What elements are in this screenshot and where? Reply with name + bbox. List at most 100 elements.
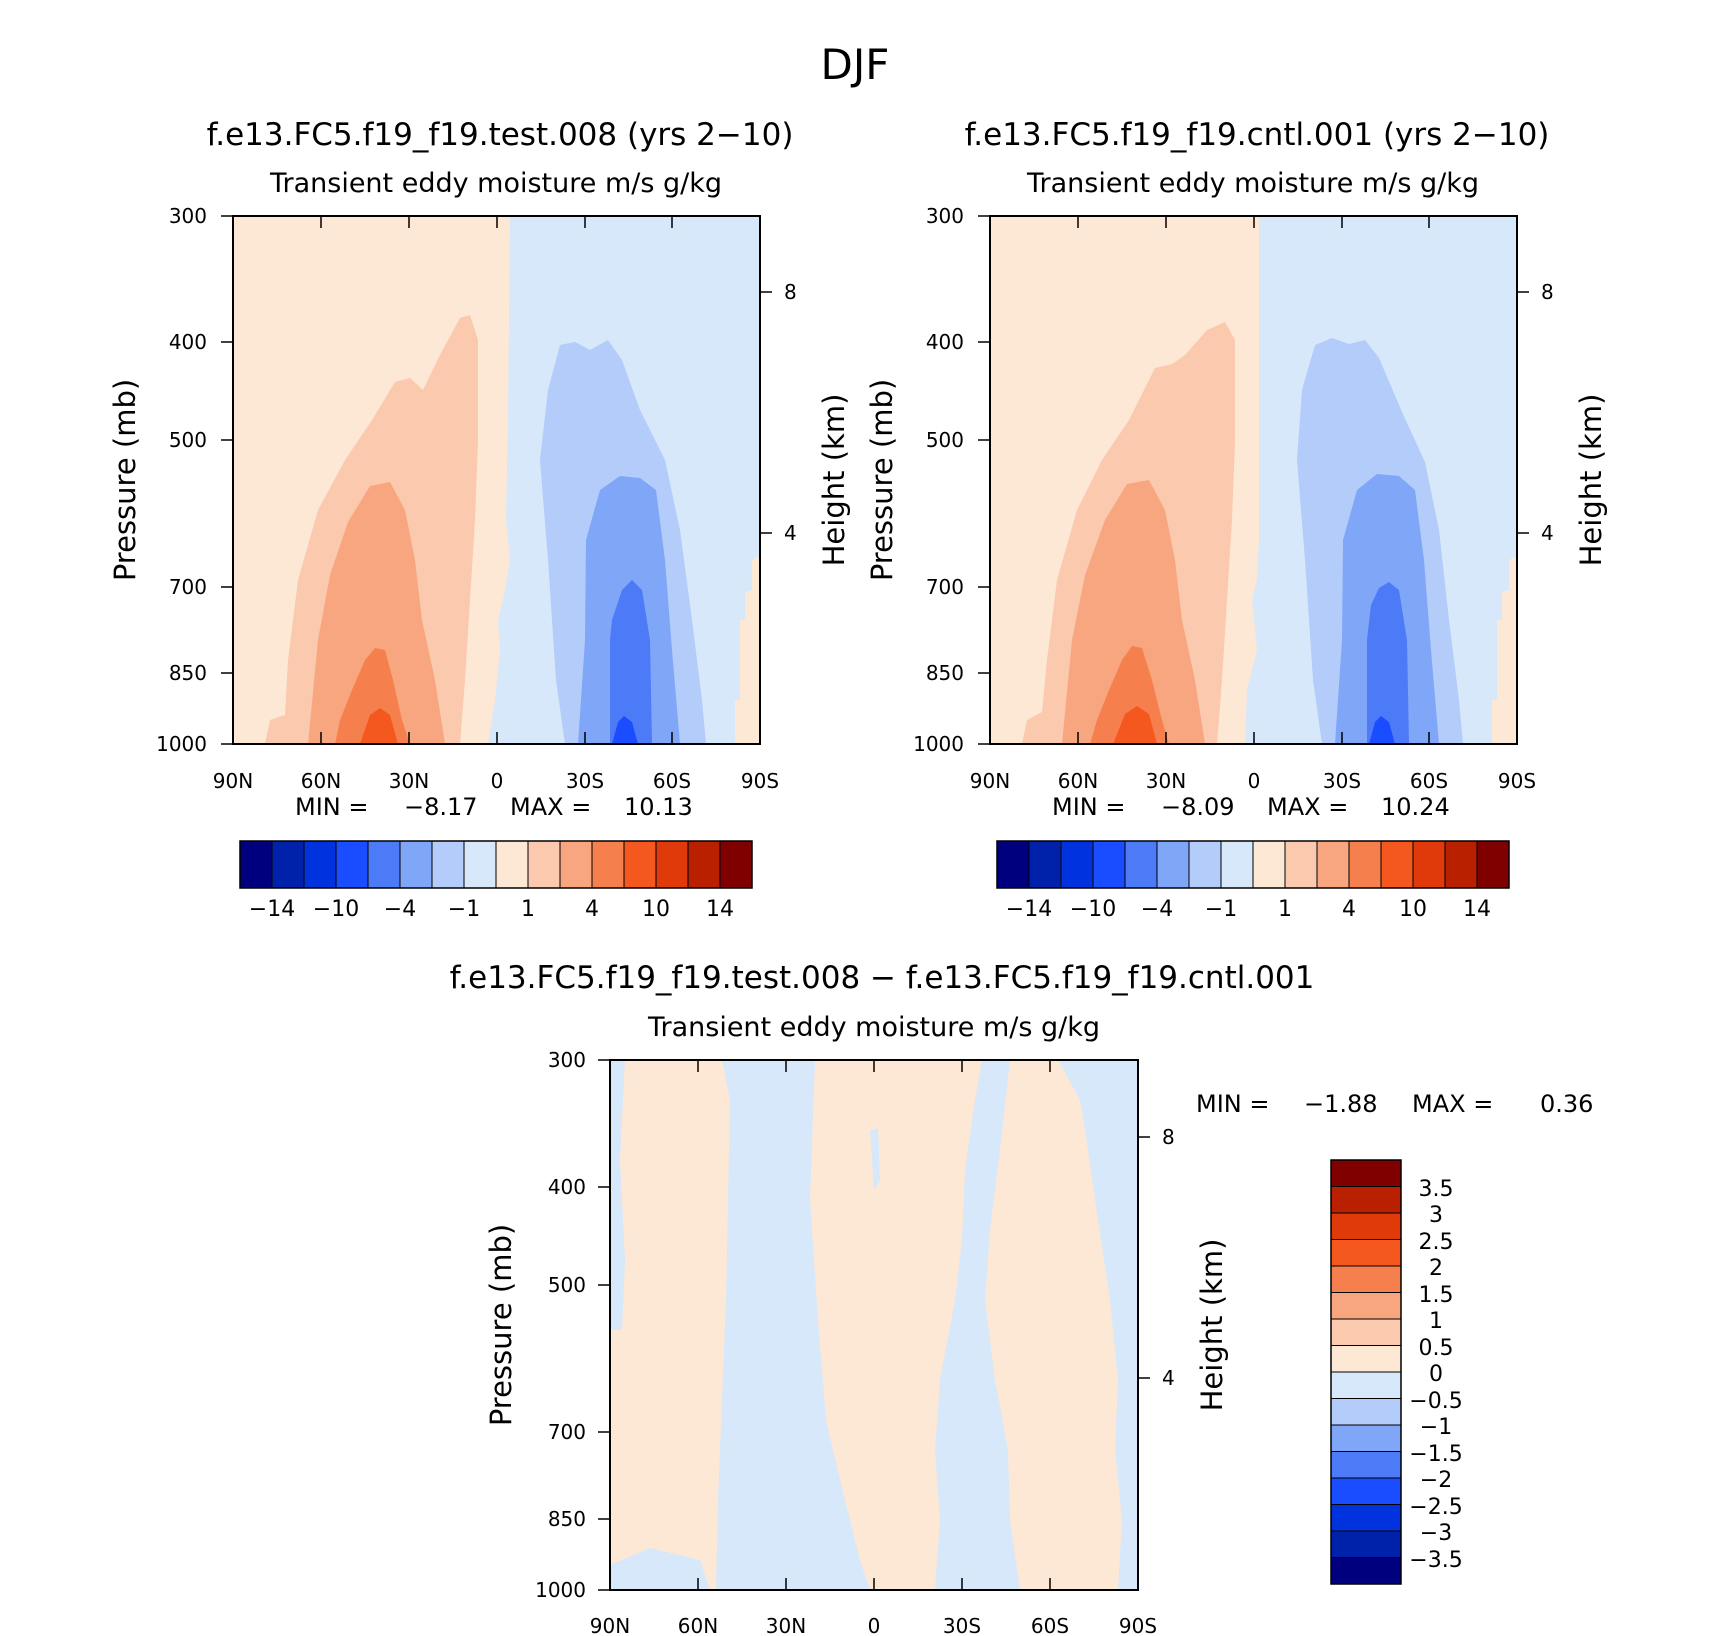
- pos-contour-4: [1113, 706, 1157, 744]
- colorbar: 3.5 3 2.5 2 1.5 1 0.5 0 −0.5 −1 −1.5 −2 …: [1330, 1159, 1463, 1585]
- colorbar-label: −4: [384, 897, 416, 922]
- y-tick-label: 400: [169, 330, 207, 354]
- colorbar-swatch: [1330, 1424, 1402, 1452]
- colorbar-swatch: [1330, 1212, 1402, 1240]
- colorbar-swatch: [335, 840, 369, 889]
- panel-title: f.e13.FC5.f19_f19.cntl.001 (yrs 2−10): [965, 117, 1550, 153]
- colorbar-swatch: [1330, 1398, 1402, 1426]
- colorbar-swatch: [1316, 840, 1350, 889]
- y-tick-label: 300: [169, 204, 207, 228]
- panel-cntl: f.e13.FC5.f19_f19.cntl.001 (yrs 2−10) Tr…: [865, 117, 1608, 922]
- neg-band: [1058, 1060, 1138, 1590]
- x-tick-label: 60S: [653, 769, 691, 793]
- max-label: MAX =: [1412, 1090, 1493, 1118]
- min-label: MIN =: [1196, 1090, 1269, 1118]
- y2-axis-label: Height (km): [1574, 394, 1608, 567]
- max-value: 0.36: [1540, 1090, 1593, 1118]
- colorbar-swatch: [1092, 840, 1126, 889]
- x-tick-label: 0: [491, 769, 504, 793]
- y2-axis-label: Height (km): [1195, 1239, 1229, 1412]
- min-value: −1.88: [1304, 1090, 1378, 1118]
- colorbar-swatch: [1330, 1265, 1402, 1293]
- colorbar-label: −1: [1205, 897, 1237, 922]
- x-tick-label: 0: [1248, 769, 1261, 793]
- colorbar-swatch: [1284, 840, 1318, 889]
- x-tick-label: 30S: [1323, 769, 1361, 793]
- colorbar-swatch: [591, 840, 625, 889]
- x-axis: 90N 60N 30N 0 30S 60S 90S: [970, 216, 1536, 793]
- colorbar-label: −1.5: [1409, 1442, 1462, 1467]
- colorbar-swatch: [1330, 1451, 1402, 1479]
- colorbar-swatch: [1330, 1239, 1402, 1267]
- colorbar-swatch: [996, 840, 1030, 889]
- colorbar-swatch: [527, 840, 561, 889]
- y-tick-label: 1000: [156, 732, 207, 756]
- colorbar-label: 3: [1429, 1203, 1443, 1228]
- stats-line: MIN = −8.17 MAX = 10.13: [295, 793, 693, 821]
- colorbar-swatch: [655, 840, 689, 889]
- x-tick-label: 90N: [590, 1614, 630, 1636]
- panel-subtitle: Transient eddy moisture m/s g/kg: [269, 168, 722, 199]
- colorbar-swatch: [687, 840, 721, 889]
- min-value: −8.09: [1161, 793, 1235, 821]
- colorbar-swatch: [1330, 1186, 1402, 1214]
- y-axis-label: Pressure (mb): [865, 379, 899, 581]
- colorbar-swatch: [1330, 1292, 1402, 1320]
- colorbar-swatch: [1188, 840, 1222, 889]
- y-tick-label: 400: [548, 1175, 586, 1199]
- colorbar-swatch: [1252, 840, 1286, 889]
- pos-contour-2: [1062, 480, 1205, 744]
- colorbar-label: 1.5: [1419, 1283, 1454, 1308]
- x-axis: 90N 60N 30N 0 30S 60S 90S: [590, 1060, 1157, 1636]
- y-axis-label: Pressure (mb): [108, 379, 142, 581]
- y2-axis-label: Height (km): [817, 394, 851, 567]
- x-tick-label: 30N: [389, 769, 429, 793]
- colorbar-swatch: [1330, 1371, 1402, 1399]
- x-tick-label: 90S: [741, 769, 779, 793]
- colorbar-swatch: [1124, 840, 1158, 889]
- x-tick-label: 60N: [1058, 769, 1098, 793]
- y-tick-label: 300: [548, 1048, 586, 1072]
- colorbar-swatch: [431, 840, 465, 889]
- colorbar-swatch: [719, 840, 753, 889]
- panel-subtitle: Transient eddy moisture m/s g/kg: [1026, 168, 1479, 199]
- colorbar: −14 −10 −4 −1 1 4 10 14: [996, 840, 1510, 922]
- colorbar-label: −4: [1141, 897, 1173, 922]
- neg-contour-4: [610, 580, 652, 744]
- neg-band: [935, 1060, 1020, 1590]
- colorbar-label: −0.5: [1409, 1389, 1462, 1414]
- pos-contour-2: [308, 482, 445, 744]
- max-value: 10.24: [1381, 793, 1450, 821]
- panel-subtitle: Transient eddy moisture m/s g/kg: [647, 1012, 1100, 1043]
- colorbar-label: 14: [706, 897, 734, 922]
- colorbar-swatch: [623, 840, 657, 889]
- y-tick-label: 1000: [913, 732, 964, 756]
- colorbar-label: 1: [521, 897, 535, 922]
- y2-tick-label: 4: [1162, 1366, 1175, 1390]
- x-tick-label: 60S: [1410, 769, 1448, 793]
- x-tick-label: 0: [868, 1614, 881, 1636]
- colorbar-swatch: [463, 840, 497, 889]
- colorbar-swatch: [1330, 1557, 1402, 1585]
- neg-band: [716, 1060, 870, 1590]
- y-tick-label: 850: [926, 661, 964, 685]
- colorbar-label: 4: [585, 897, 599, 922]
- y-tick-label: 700: [926, 575, 964, 599]
- x-tick-label: 60S: [1031, 1614, 1069, 1636]
- colorbar-swatch: [303, 840, 337, 889]
- colorbar-label: −10: [313, 897, 359, 922]
- y2-tick-label: 8: [784, 280, 797, 304]
- x-tick-label: 30S: [566, 769, 604, 793]
- neg-band: [610, 1548, 710, 1590]
- colorbar-swatch: [1028, 840, 1062, 889]
- colorbar-label: 1: [1278, 897, 1292, 922]
- colorbar-swatch: [495, 840, 529, 889]
- y-tick-label: 700: [169, 575, 207, 599]
- x-tick-label: 90S: [1119, 1614, 1157, 1636]
- plot-area: [989, 215, 1518, 745]
- colorbar-swatch: [1330, 1504, 1402, 1532]
- y-tick-label: 850: [548, 1507, 586, 1531]
- plot-area: [609, 1059, 1139, 1591]
- min-label: MIN =: [1052, 793, 1125, 821]
- colorbar-label: 14: [1463, 897, 1491, 922]
